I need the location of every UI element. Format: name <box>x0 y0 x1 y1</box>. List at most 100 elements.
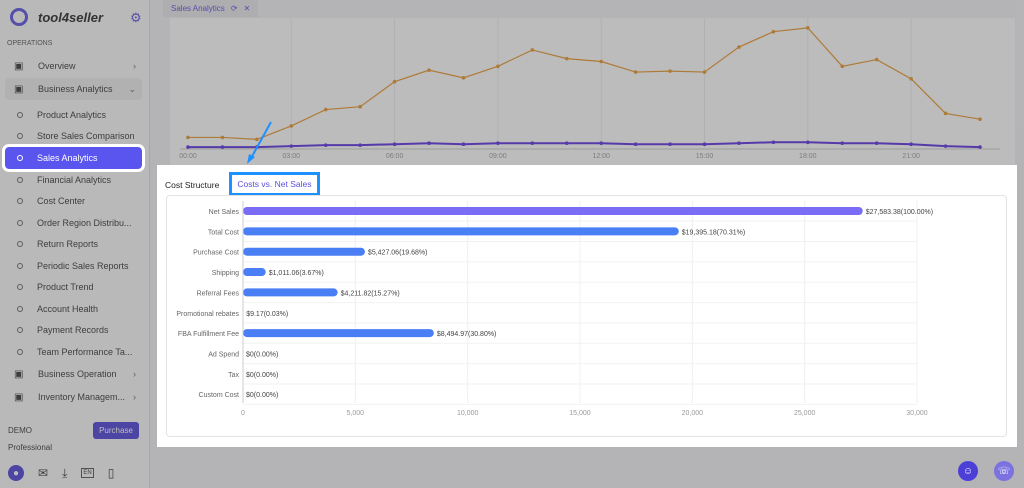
x-tick-label: 20,000 <box>682 410 704 417</box>
category-label: FBA Fulfillment Fee <box>178 331 239 338</box>
circle-icon <box>17 177 23 183</box>
box-icon: ▣ <box>14 391 24 403</box>
circle-icon <box>17 327 23 333</box>
sidebar-item-label: Financial Analytics <box>37 175 112 185</box>
category-label: Promotional rebates <box>176 311 239 318</box>
data-point <box>427 68 431 72</box>
bar <box>243 268 266 277</box>
purchase-button[interactable]: Purchase <box>93 422 139 439</box>
tab-cost-structure[interactable]: Cost Structure <box>165 179 220 190</box>
data-label: $27,583.38(100.00%) <box>866 209 933 216</box>
data-point <box>771 29 776 34</box>
sidebar-item-business-operation[interactable]: ▣ Business Operation › <box>5 363 142 385</box>
account-name: DEMO <box>8 426 32 435</box>
x-tick-label: 30,000 <box>906 410 928 417</box>
logo[interactable]: tool4seller <box>10 8 103 26</box>
data-point <box>461 76 466 80</box>
sidebar-item-sales-analytics[interactable]: Sales Analytics <box>2 144 145 172</box>
x-tick-label: 25,000 <box>794 410 816 417</box>
data-point <box>599 59 604 64</box>
close-icon[interactable]: ✕ <box>243 4 251 13</box>
data-label: $5,427.06(19.68%) <box>368 250 428 257</box>
data-point <box>909 77 913 81</box>
sidebar-item-label: Sales Analytics <box>37 153 98 163</box>
sidebar-item-periodic-sales-reports[interactable]: Periodic Sales Reports <box>5 255 142 277</box>
data-label: $0(0.00%) <box>246 392 278 399</box>
data-point <box>771 140 776 145</box>
data-point <box>530 48 535 52</box>
data-point <box>289 144 294 148</box>
sidebar-item-financial-analytics[interactable]: Financial Analytics <box>5 169 142 191</box>
avatar[interactable]: ● <box>8 465 24 481</box>
chevron-right-icon: › <box>133 369 136 379</box>
sidebar-item-account-health[interactable]: Account Health <box>5 298 142 320</box>
data-point <box>633 142 638 146</box>
cost-bar-chart: 0 5,000 10,000 15,000 20,000 25,000 30,000 Net … <box>166 195 1007 437</box>
sidebar-item-team-performance-ta-[interactable]: Team Performance Ta... <box>5 341 142 363</box>
refresh-icon[interactable]: ⟳ <box>230 4 238 13</box>
category-label: Ad Spend <box>208 351 239 358</box>
chatbot-icon[interactable]: ☺ <box>958 461 978 481</box>
data-point <box>564 56 569 61</box>
data-point <box>874 141 879 146</box>
x-tick-label: 09:00 <box>489 153 507 160</box>
section-label: OPERATIONS <box>7 40 53 47</box>
data-point <box>978 117 982 121</box>
sidebar-item-label: Order Region Distribu... <box>37 218 132 228</box>
sidebar-item-order-region-distribu-[interactable]: Order Region Distribu... <box>5 212 142 234</box>
data-point <box>358 143 362 147</box>
sidebar-item-label: Store Sales Comparison <box>37 131 135 141</box>
data-point <box>496 141 500 146</box>
sidebar-item-product-trend[interactable]: Product Trend <box>5 276 142 298</box>
x-tick-label: 0 <box>241 410 245 417</box>
tab-costs-vs-net-sales[interactable]: Costs vs. Net Sales <box>229 172 320 196</box>
bar <box>243 247 365 256</box>
data-point <box>220 135 225 140</box>
sidebar-item-label: Business Analytics <box>38 84 113 94</box>
data-point <box>220 145 225 149</box>
sidebar-item-return-reports[interactable]: Return Reports <box>5 233 142 255</box>
category-label: Shipping <box>212 270 239 277</box>
sidebar-item-store-sales-comparison[interactable]: Store Sales Comparison <box>5 125 142 147</box>
sidebar-item-label: Account Health <box>37 304 99 314</box>
gear-icon[interactable]: ⚙ <box>130 10 142 25</box>
category-label: Referral Fees <box>197 290 240 297</box>
language-icon[interactable]: EN <box>81 468 94 478</box>
store-icon: ▣ <box>14 368 24 380</box>
tab-label: Sales Analytics <box>171 4 225 13</box>
support-icon[interactable]: ☏ <box>994 461 1014 481</box>
sidebar-item-label: Payment Records <box>37 325 109 335</box>
category-label: Total Cost <box>208 229 239 236</box>
sidebar-item-inventory-managem-[interactable]: ▣ Inventory Managem... › <box>5 386 142 408</box>
sidebar-item-payment-records[interactable]: Payment Records <box>5 319 142 341</box>
data-point <box>564 141 569 146</box>
data-point <box>599 141 604 146</box>
tab-sales-analytics[interactable]: Sales Analytics ⟳ ✕ <box>163 0 259 17</box>
series-line <box>188 27 981 140</box>
presentation-icon: ▣ <box>14 83 24 95</box>
circle-icon <box>17 133 23 139</box>
mail-icon[interactable]: ✉ <box>38 466 49 480</box>
circle-icon <box>17 112 23 118</box>
data-label: $0(0.00%) <box>246 351 278 358</box>
mobile-icon[interactable]: ▯ <box>107 466 115 480</box>
sidebar-item-label: Inventory Managem... <box>38 392 126 402</box>
cost-panel: Cost Structure Costs vs. Net Sales 0 5,00… <box>157 165 1017 447</box>
sidebar-item-cost-center[interactable]: Cost Center <box>5 190 142 212</box>
x-tick-label: 5,000 <box>347 410 365 417</box>
circle-icon <box>17 306 23 312</box>
sidebar-item-business-analytics[interactable]: ▣ Business Analytics ⌄ <box>5 78 142 100</box>
account-info: DEMO Professional <box>8 422 52 456</box>
data-point <box>427 141 431 146</box>
category-label: Purchase Cost <box>193 250 239 257</box>
data-point <box>392 142 397 146</box>
data-point <box>737 141 741 146</box>
bar <box>243 207 863 215</box>
circle-icon <box>17 155 23 161</box>
sidebar-item-overview[interactable]: ▣ Overview › <box>5 55 142 77</box>
category-label: Net Sales <box>209 209 240 216</box>
data-point <box>978 145 982 149</box>
data-label: $1,011.06(3.67%) <box>269 270 324 277</box>
download-icon[interactable]: ⤓ <box>62 465 68 480</box>
sidebar-item-product-analytics[interactable]: Product Analytics <box>5 104 142 126</box>
